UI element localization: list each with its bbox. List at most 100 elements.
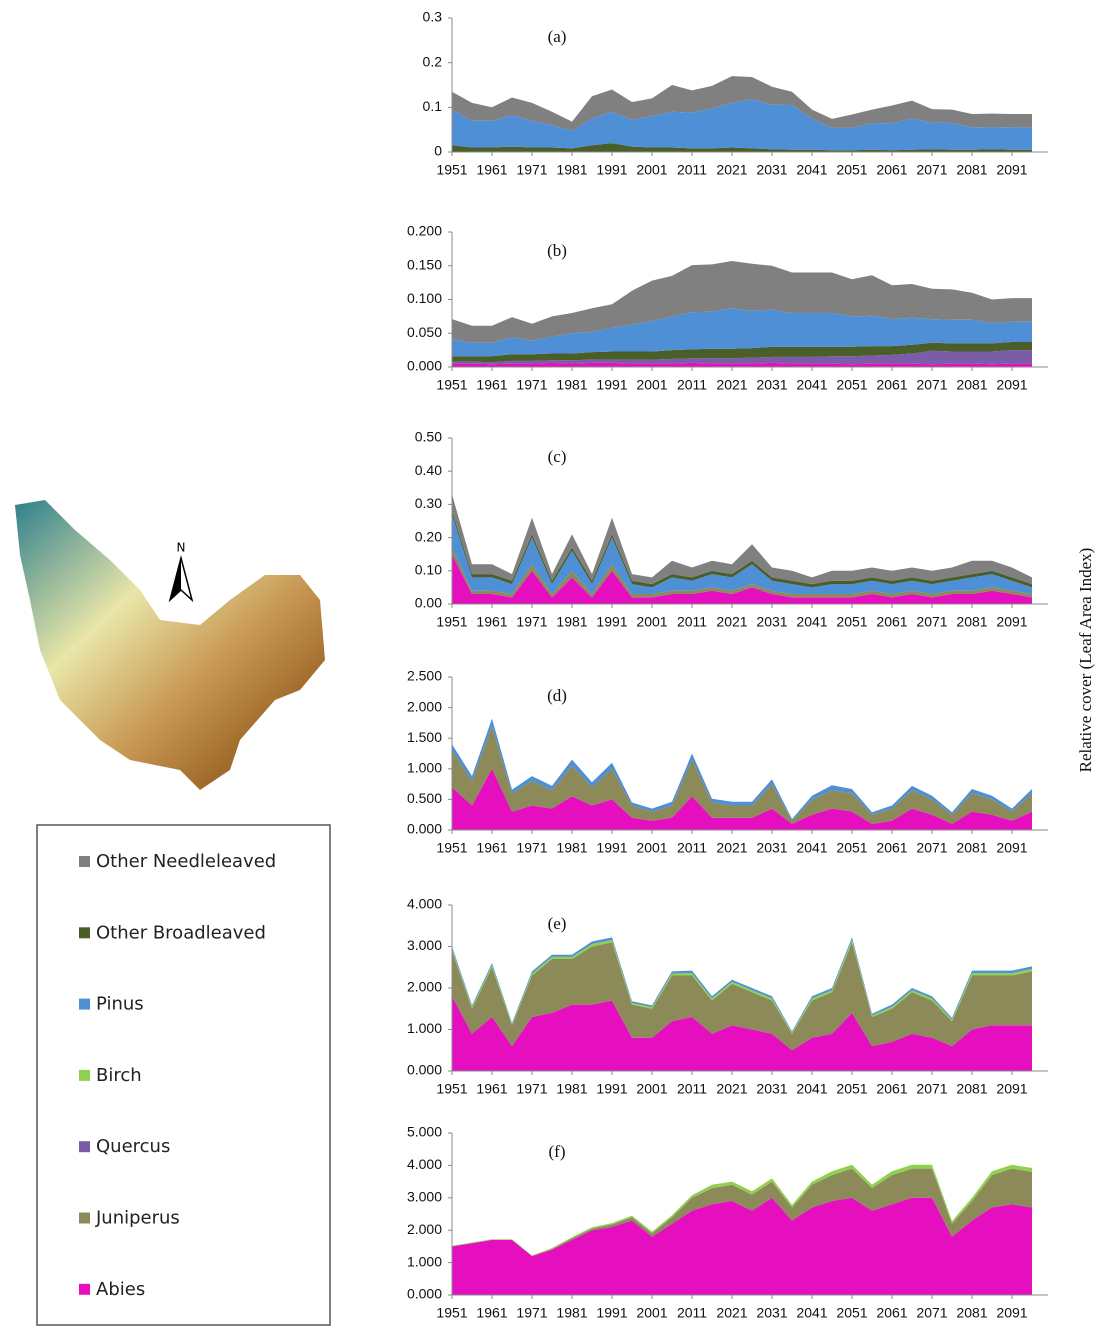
y-axis-label: Relative cover (Leaf Area Index) [1076, 548, 1095, 773]
area [452, 342, 1032, 363]
x-tick-label: 2011 [677, 1305, 707, 1321]
y-tick-label: 0.10 [415, 562, 442, 578]
x-tick-label: 1971 [516, 1081, 547, 1097]
x-tick-label: 2081 [956, 1305, 987, 1321]
x-tick-label: 2001 [636, 614, 667, 630]
x-tick-label: 2011 [677, 614, 707, 630]
area [452, 1197, 1032, 1295]
chart: 0.000 0.050 0.100 0.150 0.200 1951 1961 1971 198… [407, 223, 1048, 393]
x-tick-label: 2081 [956, 614, 987, 630]
legend-swatch [79, 1283, 90, 1295]
x-tick-label: 1961 [476, 162, 507, 178]
x-tick-label: 2041 [796, 1081, 827, 1097]
legend-label: Other Broadleaved [96, 922, 266, 943]
x-tick-label: 2021 [716, 614, 747, 630]
x-tick-label: 1991 [596, 377, 627, 393]
y-tick-label: 0 [434, 143, 442, 159]
x-tick-label: 2091 [996, 840, 1027, 856]
chart-title: (c) [548, 447, 567, 466]
x-tick-label: 2041 [796, 162, 827, 178]
x-tick-label: 2091 [996, 377, 1027, 393]
x-tick-label: 2051 [836, 614, 867, 630]
x-tick-label: 1951 [436, 1081, 467, 1097]
x-tick-label: 2011 [677, 840, 707, 856]
area [452, 143, 1032, 152]
x-tick-label: 2031 [756, 1081, 787, 1097]
x-tick-label: 1951 [436, 840, 467, 856]
x-tick-label: 1951 [436, 377, 467, 393]
x-tick-label: 2081 [956, 162, 987, 178]
legend-label: Juniperus [95, 1208, 180, 1229]
legend-swatch [79, 998, 90, 1010]
y-tick-label: 0.000 [407, 1286, 442, 1302]
x-tick-label: 2041 [796, 614, 827, 630]
area [452, 547, 1032, 598]
y-tick-label: 0.2 [423, 53, 443, 69]
x-tick-label: 2081 [956, 1081, 987, 1097]
chart-title: (f) [549, 1142, 566, 1161]
x-tick-label: 1951 [436, 162, 467, 178]
x-tick-label: 2021 [716, 1081, 747, 1097]
y-tick-label: 0.150 [407, 256, 442, 272]
y-tick-label: 3.000 [407, 1189, 442, 1205]
area [452, 494, 1032, 585]
legend: Other Needleleaved Other Broadleaved Pinus… [79, 851, 276, 1300]
x-tick-label: 1981 [556, 162, 587, 178]
x-tick-label: 2061 [876, 1081, 907, 1097]
x-tick-label: 2021 [716, 840, 747, 856]
area [452, 939, 1032, 1034]
y-tick-label: 0.00 [415, 595, 442, 611]
y-tick-label: 0.1 [423, 98, 443, 114]
legend-swatch [79, 1212, 90, 1224]
x-tick-label: 2071 [916, 377, 947, 393]
area [452, 726, 1032, 824]
area [452, 76, 1032, 131]
x-tick-label: 2041 [796, 1305, 827, 1321]
x-tick-label: 2081 [956, 377, 987, 393]
area [452, 718, 1032, 821]
area [452, 99, 1032, 151]
x-tick-label: 2061 [876, 1305, 907, 1321]
x-tick-label: 1991 [596, 1305, 627, 1321]
x-tick-label: 2041 [796, 377, 827, 393]
y-tick-label: 0.30 [415, 495, 442, 511]
y-tick-label: 0.500 [407, 790, 442, 806]
legend-swatch [79, 856, 90, 867]
y-tick-label: 0.050 [407, 324, 442, 340]
chart: 0.000 0.500 1.000 1.500 2.000 2.500 1951 1961 19… [407, 668, 1048, 856]
y-tick-label: 2.000 [407, 698, 442, 714]
x-tick-label: 1961 [476, 377, 507, 393]
map: N [15, 500, 325, 790]
area [452, 308, 1032, 357]
x-tick-label: 2091 [996, 614, 1027, 630]
chart-title: (e) [548, 914, 567, 933]
y-tick-label: 1.000 [407, 760, 442, 776]
chart-title: (d) [547, 686, 567, 705]
x-tick-label: 1961 [476, 1305, 507, 1321]
chart: 0.000 1.000 2.000 3.000 4.000 5.000 1951 1961 19… [407, 1124, 1048, 1321]
y-tick-label: 0.100 [407, 290, 442, 306]
north-arrow-half [170, 558, 181, 600]
x-tick-label: 2061 [876, 377, 907, 393]
y-tick-label: 2.000 [407, 979, 442, 995]
x-tick-label: 1951 [436, 614, 467, 630]
x-tick-label: 2011 [677, 162, 707, 178]
x-tick-label: 2051 [836, 162, 867, 178]
x-tick-label: 2071 [916, 614, 947, 630]
y-tick-label: 1.500 [407, 729, 442, 745]
chart: 0 0.1 0.2 0.3 1951 1961 1971 1981 1991 2001 2011 20… [423, 9, 1048, 178]
x-tick-label: 2021 [716, 1305, 747, 1321]
y-tick-label: 2.000 [407, 1221, 442, 1237]
x-tick-label: 2031 [756, 162, 787, 178]
x-tick-label: 2051 [836, 1081, 867, 1097]
x-tick-label: 2061 [876, 614, 907, 630]
y-tick-label: 5.000 [407, 1124, 442, 1140]
x-tick-label: 1961 [476, 614, 507, 630]
chart-title: (b) [547, 241, 567, 260]
y-tick-label: 0.50 [415, 429, 442, 445]
x-tick-label: 1981 [556, 377, 587, 393]
x-tick-label: 1981 [556, 840, 587, 856]
x-tick-label: 2031 [756, 614, 787, 630]
legend-swatch [79, 1141, 90, 1153]
